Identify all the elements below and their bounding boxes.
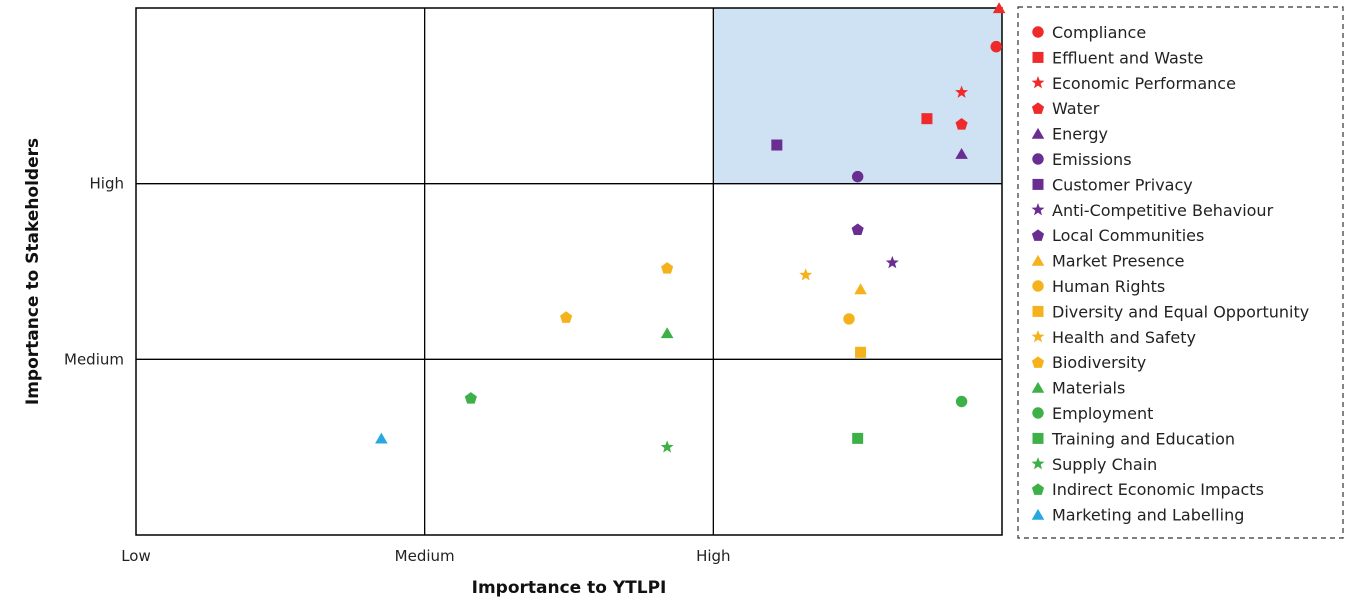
data-point (854, 283, 867, 295)
data-point (921, 113, 933, 125)
data-point (885, 255, 899, 269)
legend-item-label: Marketing and Labelling (1052, 506, 1244, 525)
x-tick-label: Medium (395, 547, 455, 565)
legend-box (1017, 6, 1344, 539)
legend-item-label: Economic Performance (1052, 74, 1236, 93)
legend-marker (1031, 483, 1045, 495)
legend-marker (1031, 127, 1045, 139)
legend-marker (1031, 508, 1045, 520)
y-tick-label: Medium (64, 350, 124, 368)
legend: Compliance Effluent and Waste Economic Per… (1031, 23, 1309, 525)
legend-item-label: Customer Privacy (1052, 175, 1193, 194)
legend-marker (1031, 229, 1045, 241)
legend-marker (1032, 280, 1044, 292)
plot-frame (135, 7, 1003, 536)
legend-item-label: Local Communities (1052, 226, 1204, 245)
data-point (992, 2, 1006, 14)
data-point (955, 395, 968, 408)
legend-item-label: Energy (1052, 125, 1108, 144)
data-point (375, 432, 388, 444)
y-tick-label: High (90, 175, 124, 193)
x-tick-label: Low (121, 547, 151, 565)
y-axis-title: Importance to Stakeholders (23, 138, 43, 405)
legend-item-label: Indirect Economic Impacts (1052, 480, 1264, 499)
legend-marker (1031, 329, 1045, 343)
legend-marker (1031, 381, 1045, 393)
x-tick-labels: Low Medium High (121, 547, 730, 565)
legend-item-label: Employment (1052, 404, 1153, 423)
data-point (660, 327, 674, 339)
legend-item-label: Biodiversity (1052, 353, 1146, 372)
x-axis-title: Importance to YTLPI (472, 578, 667, 598)
legend-marker (1032, 26, 1044, 38)
data-point (851, 223, 864, 235)
legend-marker (1032, 153, 1044, 165)
data-point (852, 432, 864, 444)
highlight-quadrant (713, 8, 1002, 184)
legend-item-label: Market Presence (1052, 252, 1184, 271)
legend-item-label: Compliance (1052, 23, 1146, 42)
legend-marker (1031, 254, 1045, 266)
legend-item-label: Anti-Competitive Behaviour (1052, 201, 1274, 220)
legend-marker (1031, 102, 1045, 114)
legend-item-label: Emissions (1052, 150, 1132, 169)
data-point (799, 268, 813, 281)
legend-item-label: Materials (1052, 379, 1125, 398)
data-point (560, 311, 573, 323)
legend-marker (1032, 178, 1044, 190)
grid-lines (136, 8, 1002, 535)
x-tick-label: High (696, 547, 730, 565)
data-points (375, 2, 1006, 453)
legend-item-label: Training and Education (1051, 429, 1235, 448)
legend-item-label: Supply Chain (1052, 455, 1157, 474)
data-point (855, 346, 867, 358)
legend-item-label: Water (1052, 99, 1100, 118)
data-point (660, 440, 674, 453)
legend-marker (1031, 356, 1045, 368)
legend-item-label: Diversity and Equal Opportunity (1052, 302, 1309, 321)
data-point (955, 118, 968, 130)
legend-marker (1031, 75, 1045, 89)
legend-marker (1032, 407, 1044, 419)
y-tick-labels: Medium High (64, 175, 124, 369)
legend-marker (1031, 202, 1045, 216)
legend-marker (1032, 432, 1044, 444)
data-point (851, 170, 864, 183)
legend-marker (1032, 305, 1044, 317)
legend-item-label: Health and Safety (1052, 328, 1196, 347)
data-point (661, 262, 674, 274)
legend-marker (1032, 51, 1044, 63)
data-point (990, 40, 1002, 53)
legend-item-label: Effluent and Waste (1052, 48, 1203, 67)
legend-marker (1031, 456, 1045, 470)
legend-item-label: Human Rights (1052, 277, 1165, 296)
data-point (771, 139, 783, 151)
data-point (955, 148, 968, 159)
data-point (955, 85, 969, 98)
data-point (843, 313, 855, 325)
data-point (464, 392, 477, 404)
